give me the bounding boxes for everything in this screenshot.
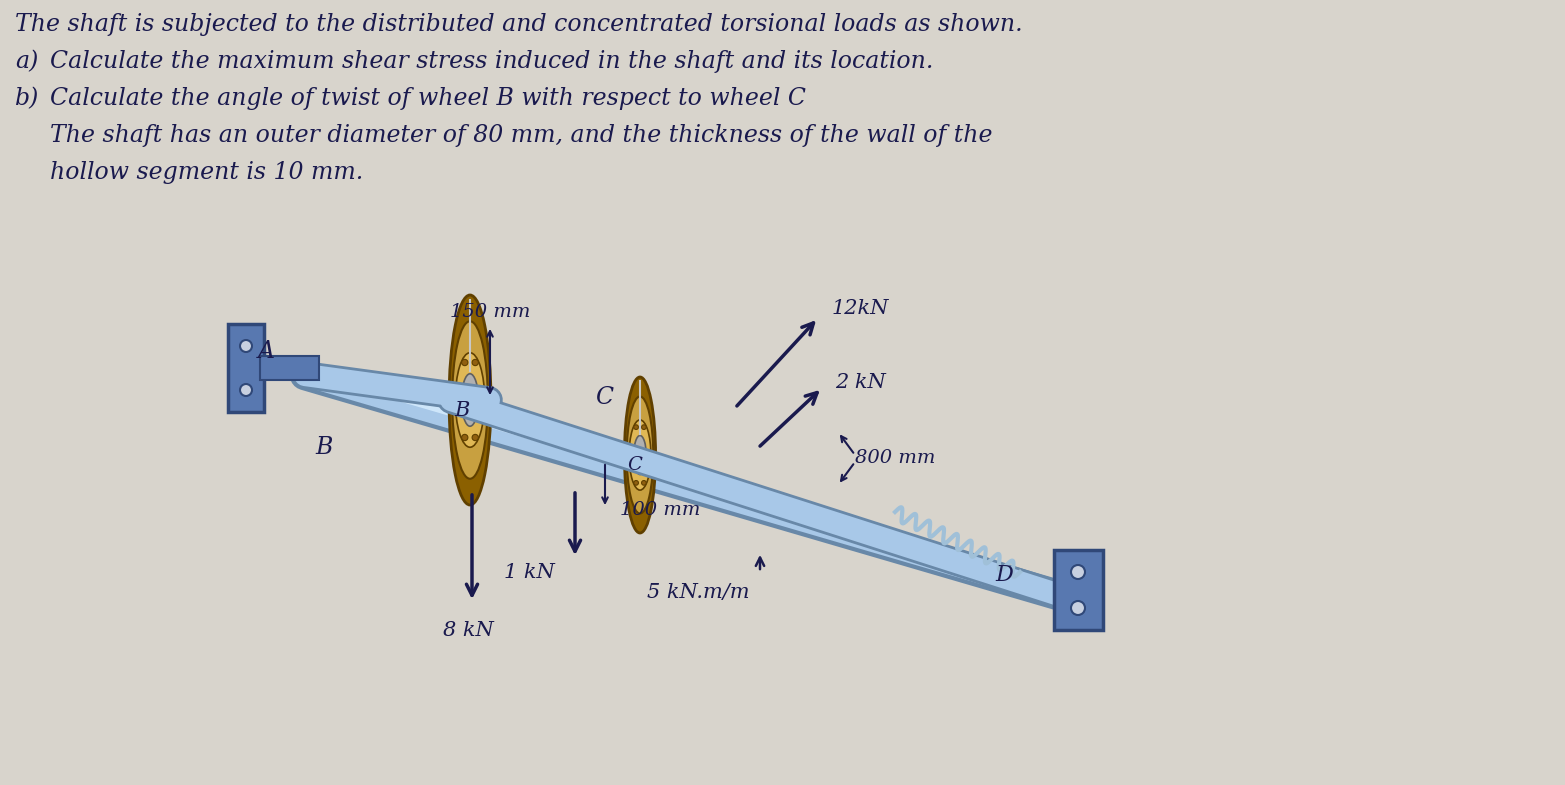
Text: a): a) (16, 50, 39, 73)
Text: 2 kN: 2 kN (836, 373, 886, 392)
Ellipse shape (473, 434, 479, 440)
Text: C: C (628, 456, 643, 474)
Ellipse shape (455, 352, 485, 447)
Ellipse shape (634, 436, 646, 474)
Text: 12kN: 12kN (833, 298, 889, 317)
Ellipse shape (642, 425, 646, 429)
Text: D: D (995, 564, 1013, 586)
Circle shape (239, 384, 252, 396)
Text: The shaft is subjected to the distributed and concentrated torsional loads as sh: The shaft is subjected to the distribute… (16, 13, 1022, 36)
FancyBboxPatch shape (228, 324, 264, 412)
Ellipse shape (629, 420, 651, 490)
Text: 800 mm: 800 mm (854, 449, 936, 467)
Text: 1 kN: 1 kN (504, 563, 556, 582)
FancyBboxPatch shape (1053, 550, 1103, 630)
Text: The shaft has an outer diameter of 80 mm, and the thickness of the wall of the: The shaft has an outer diameter of 80 mm… (50, 124, 992, 147)
Text: 8 kN: 8 kN (443, 620, 493, 640)
Text: 100 mm: 100 mm (620, 501, 701, 519)
Text: Calculate the angle of twist of wheel B with respect to wheel C: Calculate the angle of twist of wheel B … (50, 87, 806, 110)
Circle shape (1070, 601, 1085, 615)
Text: Calculate the maximum shear stress induced in the shaft and its location.: Calculate the maximum shear stress induc… (50, 50, 933, 73)
Ellipse shape (626, 396, 653, 513)
Ellipse shape (452, 321, 488, 479)
Ellipse shape (449, 295, 491, 505)
Ellipse shape (642, 480, 646, 485)
Ellipse shape (462, 360, 468, 366)
Text: A: A (258, 341, 275, 363)
Ellipse shape (624, 377, 656, 533)
Ellipse shape (634, 425, 639, 429)
FancyBboxPatch shape (260, 356, 319, 380)
Text: b): b) (16, 87, 39, 110)
Circle shape (1070, 565, 1085, 579)
Text: 5 kN.m/m: 5 kN.m/m (646, 582, 750, 601)
Text: C: C (595, 386, 613, 410)
Text: hollow segment is 10 mm.: hollow segment is 10 mm. (50, 161, 363, 184)
Text: B: B (454, 400, 470, 419)
Text: B: B (315, 436, 332, 459)
Circle shape (239, 340, 252, 352)
Text: 150 mm: 150 mm (449, 303, 531, 321)
Ellipse shape (462, 374, 479, 426)
Ellipse shape (473, 360, 479, 366)
Ellipse shape (634, 480, 639, 485)
Ellipse shape (462, 434, 468, 440)
